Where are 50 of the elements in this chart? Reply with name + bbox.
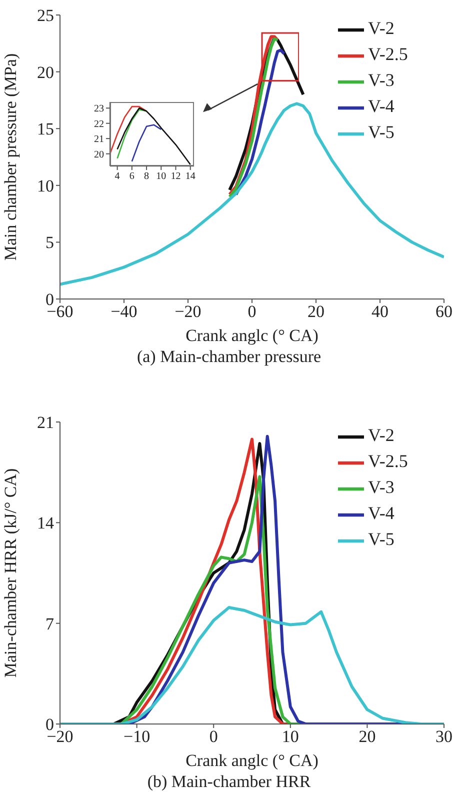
text: (a) Main-chamber pressure: [136, 347, 322, 367]
legend-label: V-3: [368, 477, 394, 498]
x-tick-label: 4: [114, 171, 120, 182]
y-tick-label: 20: [94, 149, 104, 160]
x-axis-title: Crank anglc (° CA): [186, 751, 318, 770]
x-tick-label: 12: [170, 171, 181, 182]
x-tick-label: 60: [436, 302, 452, 322]
y-tick-label: 22: [94, 118, 104, 130]
x-tick-label: 0: [209, 727, 218, 746]
y-tick-label: 20: [37, 62, 54, 82]
legend-label: V-2.5: [368, 451, 408, 472]
x-tick-label: 40: [372, 302, 388, 322]
y-tick-label: 15: [37, 120, 54, 139]
x-tick-label: 0: [248, 302, 256, 322]
line-series: [116, 107, 191, 166]
legend-label: V-2: [368, 425, 394, 446]
y-tick-label: 21: [37, 413, 54, 432]
x-tick-label: 10: [156, 171, 166, 182]
x-tick-label: 20: [358, 727, 376, 746]
legend-label: V-2.5: [368, 44, 408, 64]
x-tick-label: −20: [174, 302, 202, 322]
legend-label: V-4: [368, 96, 394, 116]
x-tick-label: −40: [110, 302, 138, 322]
x-tick-label: 30: [436, 727, 452, 746]
y-tick-label: 14: [37, 514, 54, 533]
legend-label: V-2: [368, 18, 394, 38]
line-series: [116, 108, 148, 160]
line-series: [234, 48, 286, 196]
y-tick-label: 25: [37, 6, 54, 26]
y-axis-title: Main-chamber HRR (kJ/° CA): [1, 468, 20, 678]
x-tick-label: 20: [308, 302, 324, 322]
x-tick-label: 14: [185, 171, 196, 182]
y-tick-label: 5: [46, 233, 54, 252]
x-tick-label: 6: [129, 171, 134, 182]
y-tick-label: 23: [94, 104, 104, 115]
y-tick-label: 21: [94, 134, 104, 146]
line-series: [131, 124, 162, 162]
text: (b) Main-chamber HRR: [146, 772, 312, 792]
line-series: [110, 106, 148, 154]
legend-label: V-5: [368, 122, 394, 142]
line-series: [60, 102, 444, 286]
legend-label: V-5: [368, 529, 394, 550]
x-tick-label: 10: [282, 727, 299, 746]
legend-label: V-3: [368, 70, 394, 90]
x-tick-label: −10: [124, 727, 150, 746]
x-axis-title: Crank anglc (° CA): [186, 326, 318, 345]
y-axis-title: Main chamber pressure (MPa): [1, 53, 20, 261]
x-tick-label: 8: [144, 171, 150, 182]
y-tick-label: 7: [46, 614, 54, 634]
legend-label: V-4: [368, 503, 394, 524]
